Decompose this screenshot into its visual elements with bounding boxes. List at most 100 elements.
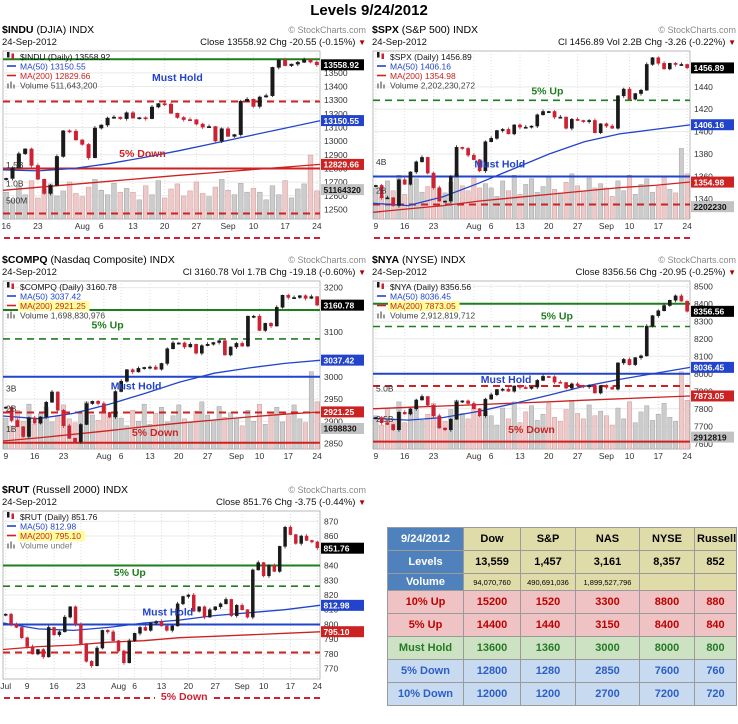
table-row-label: 5% Down: [387, 659, 464, 683]
volume-bars: [373, 371, 690, 450]
down-arrow-icon: ▼: [728, 268, 736, 277]
table-cell: 3150: [575, 613, 640, 637]
x-tick-label: 9: [373, 451, 379, 461]
svg-text:MA(50) 1406.16: MA(50) 1406.16: [390, 62, 451, 72]
x-tick-label: 24: [682, 221, 692, 231]
svg-text:1406.16: 1406.16: [694, 120, 725, 130]
svg-text:500M: 500M: [6, 196, 27, 206]
x-axis: 16 23 Aug 6 13 20 27 Sep 10 17 24: [1, 221, 366, 232]
svg-text:5% Up: 5% Up: [541, 311, 573, 323]
svg-text:795.10: 795.10: [324, 627, 350, 637]
table-row-label: Volume: [387, 573, 464, 591]
x-tick-label: 6: [118, 451, 124, 461]
table-row: Must Hold 13600 1360 3000 8000 800: [387, 636, 737, 660]
x-axis: 9 16 23 Aug 6 13 20 27 Sep 10 17 24: [372, 221, 736, 232]
svg-text:Must Hold: Must Hold: [111, 380, 162, 392]
table-row-label: Must Hold: [387, 636, 464, 660]
table-col-header: Dow: [463, 527, 521, 551]
table-cell: 8,357: [639, 550, 695, 574]
x-tick-label: Sep: [220, 221, 236, 231]
dashed-line: [374, 237, 690, 239]
svg-text:5% Down: 5% Down: [508, 424, 555, 436]
svg-text:790: 790: [324, 634, 338, 644]
x-tick-label: 17: [653, 451, 664, 461]
chart-quote-line: Close 8356.56 Chg -20.95 (-0.25%) ▼ 24-S…: [372, 267, 736, 279]
svg-text:2B: 2B: [376, 185, 387, 195]
svg-text:840: 840: [324, 561, 338, 571]
table-row-label: 10% Up: [387, 590, 464, 614]
table-cell: 2700: [575, 682, 640, 706]
x-tick-label: 23: [33, 221, 43, 231]
x-tick-label: 10: [624, 451, 635, 461]
svg-text:5.0B: 5.0B: [376, 384, 394, 394]
x-tick-label: 24: [312, 451, 322, 461]
svg-text:MA(200) 12829.66: MA(200) 12829.66: [20, 71, 91, 81]
x-tick-label: 6: [98, 221, 104, 231]
chart-header: © StockCharts.com $COMPQ (Nasdaq Composi…: [2, 254, 366, 267]
svg-text:13558.92: 13558.92: [324, 60, 360, 70]
table-cell: 94,070,760: [463, 573, 521, 591]
svg-text:8200: 8200: [694, 334, 713, 344]
table-cell: 1,457: [520, 550, 576, 574]
x-tick-label: 9: [3, 451, 9, 461]
chart-quote: Close 8356.56 Chg -20.95 (-0.25%): [575, 267, 726, 278]
x-tick-label: 9: [24, 681, 30, 691]
svg-text:5% Up: 5% Up: [531, 86, 563, 98]
right-axis: 1350013400133001320013100130001290012800…: [321, 59, 364, 214]
svg-text:2202230: 2202230: [694, 202, 727, 212]
down-arrow-icon: ▼: [728, 38, 736, 47]
svg-text:800: 800: [324, 619, 338, 629]
table-col-header: S&P: [520, 527, 576, 551]
svg-text:8000: 8000: [694, 369, 713, 379]
svg-text:$NYA (Daily) 8356.56: $NYA (Daily) 8356.56: [390, 282, 471, 292]
left-axis: 5.0B 2.5B: [376, 384, 394, 424]
table-cell: 490,691,036: [520, 573, 576, 591]
table-col-header: NAS: [575, 527, 640, 551]
table-cell: 852: [694, 550, 737, 574]
svg-text:12500: 12500: [324, 204, 348, 214]
x-tick-label: 6: [132, 681, 137, 691]
chart-header: © StockCharts.com $INDU (DJIA) INDX: [2, 24, 366, 37]
svg-text:8356.56: 8356.56: [694, 307, 725, 317]
svg-text:2921.25: 2921.25: [324, 407, 355, 417]
levels-table: 9/24/2012 Dow S&P NAS NYSE Russell Levels 13,55…: [387, 527, 737, 706]
x-tick-label: Aug: [466, 451, 482, 461]
chart-quote-line: Cl 3160.78 Vol 1.7B Chg -19.18 (-0.60%) …: [2, 267, 366, 279]
svg-text:770: 770: [324, 664, 338, 674]
x-tick-label: 10: [254, 451, 265, 461]
x-tick-label: 20: [544, 221, 554, 231]
level-lines: [373, 99, 690, 206]
svg-text:7873.05: 7873.05: [694, 391, 725, 401]
svg-text:$SPX (Daily) 1456.89: $SPX (Daily) 1456.89: [390, 52, 472, 62]
table-cell: 840: [694, 613, 737, 637]
svg-text:13150.55: 13150.55: [324, 116, 360, 126]
table-cell: 800: [694, 636, 737, 660]
x-tick-label: 17: [280, 221, 290, 231]
five-percent-down-label: 5% Down: [154, 691, 214, 703]
grid: [373, 51, 690, 219]
chart-panel-indu: © StockCharts.com $INDU (DJIA) INDX Clos…: [1, 24, 366, 245]
x-tick-label: Aug: [96, 451, 112, 461]
table-row: Levels 13,559 1,457 3,161 8,357 852: [387, 550, 737, 574]
x-tick-label: 27: [191, 221, 202, 231]
stockcharts-credit: © StockCharts.com: [288, 485, 366, 495]
svg-text:13300: 13300: [324, 95, 348, 105]
chart-header: © StockCharts.com $RUT (Russell 2000) IN…: [2, 484, 366, 497]
chart-panel-spx: © StockCharts.com $SPX (S&P 500) INDX Cl…: [372, 24, 736, 245]
chart-quote-line: Close 13558.92 Chg -20.55 (-0.15%) ▼ 24-…: [2, 37, 366, 49]
table-cell: 1200: [520, 682, 576, 706]
x-tick-label: 23: [76, 681, 86, 691]
table-row: 5% Down 12800 1280 2850 7600 760: [387, 659, 737, 683]
chart-panel-rut: © StockCharts.com $RUT (Russell 2000) IN…: [0, 484, 366, 705]
chart-symbol: $NYA: [372, 254, 400, 266]
x-tick-label: 27: [572, 221, 583, 231]
candlestick-chart-nya: 5% Up Must Hold 5% Down 8500 8400 8300 8200 810…: [372, 279, 736, 451]
table-header-row: 9/24/2012 Dow S&P NAS NYSE Russell: [387, 527, 737, 551]
svg-text:8300: 8300: [694, 316, 713, 326]
svg-text:1.0B: 1.0B: [6, 179, 24, 189]
stockcharts-credit: © StockCharts.com: [288, 255, 366, 265]
x-axis: 9 16 23 Aug 6 13 20 27 Sep 10 17 24: [2, 451, 366, 462]
down-arrow-icon: ▼: [358, 268, 366, 277]
svg-text:2B: 2B: [6, 404, 17, 414]
